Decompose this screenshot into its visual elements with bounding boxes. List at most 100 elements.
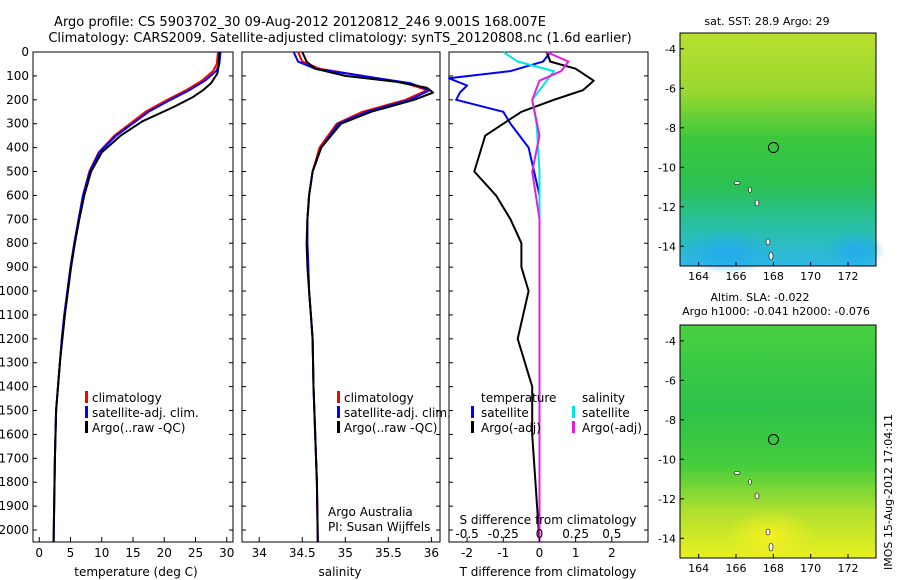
depth-tick-label: 1400 — [0, 380, 29, 394]
map-y-tick-label: -12 — [658, 201, 676, 214]
depth-tick-label: 2000 — [0, 523, 29, 537]
depth-tick-label: 1300 — [0, 356, 29, 370]
salinity-y-ticks — [242, 51, 440, 531]
sst-map-title: sat. SST: 28.9 Argo: 29 — [704, 15, 829, 28]
x-tick-label: 0 — [536, 546, 544, 560]
legend-swatch-temp-argo — [471, 421, 474, 433]
difference-panel: -2 -1 0 1 2 -0.5 -0.25 0 0.25 0.5 S difference f… — [448, 51, 649, 579]
temperature-legend: climatology satellite-adj. clim. Argo(..… — [85, 391, 199, 435]
sla-map-panel: Altim. SLA: -0.022 Argo h1000: -0.041 h2… — [658, 291, 877, 575]
depth-tick-label: 1800 — [0, 475, 29, 489]
map-y-tick-label: -4 — [665, 43, 676, 56]
legend-label-temp-argo: Argo(-adj) — [481, 421, 541, 435]
x-tick-label: 20 — [157, 546, 172, 560]
legend-swatch-temp-satellite — [471, 406, 474, 418]
x-tick-label: 35.5 — [375, 546, 402, 560]
legend-label-argo: Argo(..raw -QC) — [344, 421, 437, 435]
sst-islands — [733, 181, 774, 261]
difference-y-ticks — [449, 51, 648, 531]
island-marker — [748, 479, 752, 485]
map-y-tick-label: -14 — [658, 532, 676, 545]
depth-axis: 0 100 200 300 400 500 600 700 800 900 1000 1100 1200… — [0, 45, 233, 537]
x-tick-label: 34 — [252, 546, 267, 560]
sla-map-frame — [679, 324, 877, 559]
map-y-tick-label: -12 — [658, 493, 676, 506]
difference-x-axis: -2 -1 0 1 2 — [461, 537, 616, 560]
depth-tick-label: 0 — [21, 45, 29, 59]
map-x-tick-label: 164 — [688, 562, 709, 575]
map-x-tick-label: 170 — [800, 562, 821, 575]
depth-tick-label: 700 — [6, 212, 29, 226]
difference-axes — [448, 51, 649, 543]
depth-tick-label: 1700 — [0, 451, 29, 465]
legend-title-salinity: salinity — [582, 391, 625, 405]
salinity-lines — [292, 51, 435, 543]
legend-label-climatology: climatology — [344, 391, 414, 405]
x-tick-label: 15 — [125, 546, 140, 560]
sst-map-panel: sat. SST: 28.9 Argo: 29 164 166 168 170 172 -… — [658, 15, 885, 283]
sla-islands — [733, 471, 774, 552]
sst-cold-patch — [678, 230, 778, 274]
pi-label: PI: Susan Wijffels — [328, 520, 430, 534]
salinity-axes — [241, 51, 441, 543]
series-line-1 — [473, 51, 595, 543]
top-x-tick-label: 0 — [536, 527, 544, 541]
legend-label-temp-satellite: satellite — [481, 406, 529, 420]
depth-tick-label: 800 — [6, 236, 29, 250]
x-tick-label: 10 — [94, 546, 109, 560]
sst-cold-patch — [825, 232, 885, 268]
sla-map-axes: 164 166 168 170 172 -4 -6 -8 -10 -12 -14 — [658, 335, 858, 575]
map-y-tick-label: -10 — [658, 161, 676, 174]
top-x-tick-label: -0.5 — [455, 527, 478, 541]
map-y-tick-label: -8 — [665, 414, 676, 427]
map-x-tick-label: 172 — [838, 562, 859, 575]
x-tick-label: 0 — [35, 546, 43, 560]
legend-label-satellite: satellite-adj. clim. — [92, 406, 199, 420]
agency-label: Argo Australia — [328, 505, 413, 519]
x-tick-label: 2 — [608, 546, 616, 560]
x-tick-label: -2 — [461, 546, 473, 560]
temperature-axes — [32, 51, 234, 543]
legend-label-argo: Argo(..raw -QC) — [92, 421, 185, 435]
island-marker — [754, 199, 760, 207]
depth-tick-label: 500 — [6, 165, 29, 179]
argo-float-marker — [767, 434, 779, 446]
depth-tick-label: 1900 — [0, 499, 29, 513]
depth-tick-label: 300 — [6, 117, 29, 131]
x-tick-label: 1 — [572, 546, 580, 560]
sla-map-title-line2: Argo h1000: -0.041 h2000: -0.076 — [682, 305, 870, 318]
legend-label-sal-argo: Argo(-adj) — [582, 421, 642, 435]
sla-map-title-line1: Altim. SLA: -0.022 — [710, 291, 809, 304]
x-tick-label: 35 — [338, 546, 353, 560]
map-y-tick-label: -8 — [665, 122, 676, 135]
depth-tick-label: 1500 — [0, 404, 29, 418]
sst-map-axes: 164 166 168 170 172 -4 -6 -8 -10 -12 -14 — [658, 43, 858, 283]
figure-title-line1: Argo profile: CS 5903702_30 09-Aug-2012 … — [54, 15, 546, 30]
depth-tick-label: 1200 — [0, 332, 29, 346]
sst-map-frame — [679, 32, 877, 267]
difference-lines — [448, 51, 595, 543]
legend-label-climatology: climatology — [92, 391, 162, 405]
map-y-tick-label: -6 — [665, 374, 676, 387]
depth-tick-label: 1100 — [0, 308, 29, 322]
legend-swatch-argo — [337, 421, 340, 433]
legend-label-satellite: satellite-adj. clim. — [344, 406, 451, 420]
x-tick-label: 5 — [67, 546, 75, 560]
depth-tick-label: 1600 — [0, 427, 29, 441]
island-marker — [733, 471, 741, 475]
map-y-tick-label: -14 — [658, 240, 676, 253]
map-x-tick-label: 168 — [763, 562, 784, 575]
legend-swatch-climatology — [337, 391, 340, 403]
sla-high-patch — [725, 509, 815, 561]
temperature-panel: 0100200300400500600700800900100011001200… — [0, 45, 234, 579]
x-tick-label: -1 — [497, 546, 509, 560]
map-x-tick-label: 170 — [800, 270, 821, 283]
map-x-tick-label: 168 — [763, 270, 784, 283]
island-marker — [733, 181, 741, 185]
island-marker — [754, 492, 760, 500]
x-tick-label: 34.5 — [289, 546, 316, 560]
temperature-lines — [52, 51, 222, 543]
map-y-tick-label: -10 — [658, 453, 676, 466]
difference-top-x-axis: -0.5 -0.25 0 0.25 0.5 — [455, 527, 621, 541]
temperature-x-axis: 0 5 10 15 20 25 30 — [35, 537, 234, 560]
